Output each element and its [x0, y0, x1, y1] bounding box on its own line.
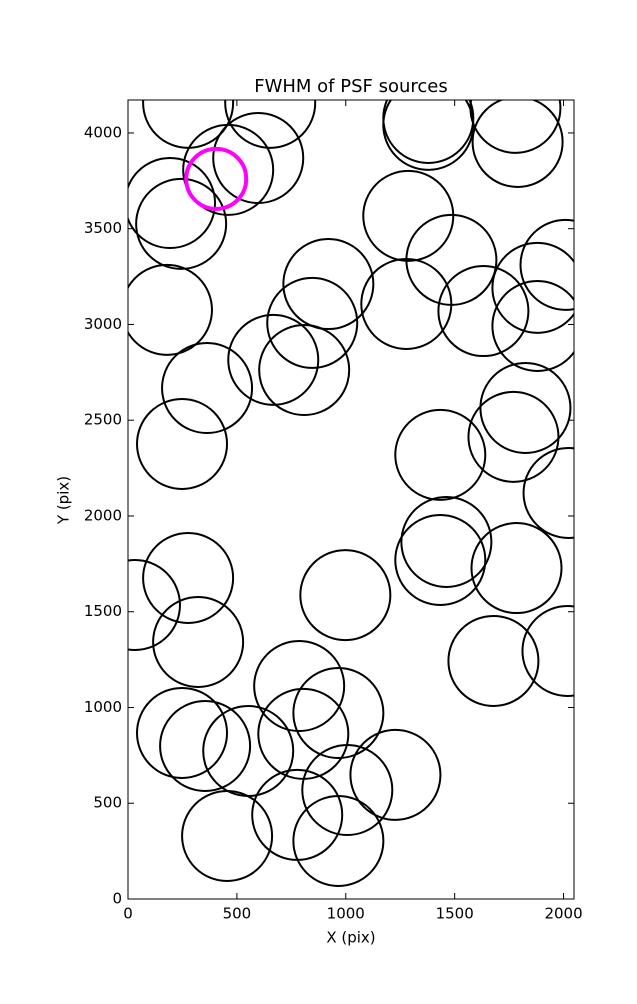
source-marker — [467, 390, 560, 483]
y-tick-label: 1500 — [84, 602, 122, 620]
source-marker — [161, 342, 254, 435]
source-marker — [479, 361, 572, 454]
source-marker — [292, 667, 385, 760]
axes-frame — [127, 99, 575, 900]
y-axis-label: Y (pix) — [55, 476, 73, 525]
source-marker — [257, 687, 350, 780]
x-tick-label: 1000 — [327, 905, 365, 923]
source-marker — [136, 397, 229, 490]
source-marker — [258, 324, 351, 417]
y-tick-label: 0 — [112, 890, 122, 908]
source-marker — [360, 257, 453, 350]
source-marker — [292, 794, 385, 887]
y-tick-label: 4000 — [84, 123, 122, 141]
source-marker — [184, 146, 249, 211]
source-marker — [299, 549, 392, 642]
source-marker — [394, 408, 487, 501]
source-marker — [227, 313, 320, 406]
source-marker — [136, 686, 229, 779]
source-marker — [159, 699, 252, 792]
source-marker — [522, 447, 574, 539]
y-tick-label: 2000 — [84, 506, 122, 524]
y-tick-label: 3500 — [84, 219, 122, 237]
source-marker — [128, 157, 217, 250]
x-tick-label: 2000 — [544, 905, 582, 923]
source-marker — [224, 100, 317, 149]
source-marker — [282, 238, 375, 331]
source-marker — [437, 265, 530, 358]
y-tick-label: 3000 — [84, 315, 122, 333]
plot-area — [128, 100, 574, 887]
source-marker — [135, 177, 228, 270]
chart-title: FWHM of PSF sources — [254, 76, 448, 97]
x-tick-label: 1500 — [436, 905, 474, 923]
y-tick-label: 2500 — [84, 411, 122, 429]
source-marker — [400, 496, 493, 589]
source-marker — [181, 789, 274, 882]
source-marker — [349, 728, 442, 821]
source-marker — [470, 522, 563, 615]
source-marker — [519, 218, 574, 311]
source-marker — [471, 100, 564, 188]
source-marker — [142, 532, 235, 625]
source-marker — [469, 100, 562, 154]
source-marker — [266, 276, 359, 369]
x-axis-label: X (pix) — [326, 929, 375, 947]
source-marker — [202, 704, 295, 797]
x-tick-label: 500 — [223, 905, 252, 923]
source-marker — [128, 263, 213, 356]
source-marker — [394, 514, 487, 607]
y-tick-label: 1000 — [84, 698, 122, 716]
source-marker — [128, 559, 181, 652]
y-tick-label: 500 — [93, 794, 122, 812]
source-marker — [253, 640, 346, 733]
source-marker — [491, 241, 574, 334]
x-tick-label: 0 — [123, 905, 133, 923]
source-marker — [152, 595, 245, 688]
source-marker — [491, 280, 574, 372]
source-marker — [212, 112, 305, 205]
source-marker — [301, 744, 394, 837]
source-marker — [251, 768, 344, 861]
source-marker — [521, 605, 574, 697]
source-marker — [182, 123, 275, 216]
source-marker — [447, 614, 540, 707]
